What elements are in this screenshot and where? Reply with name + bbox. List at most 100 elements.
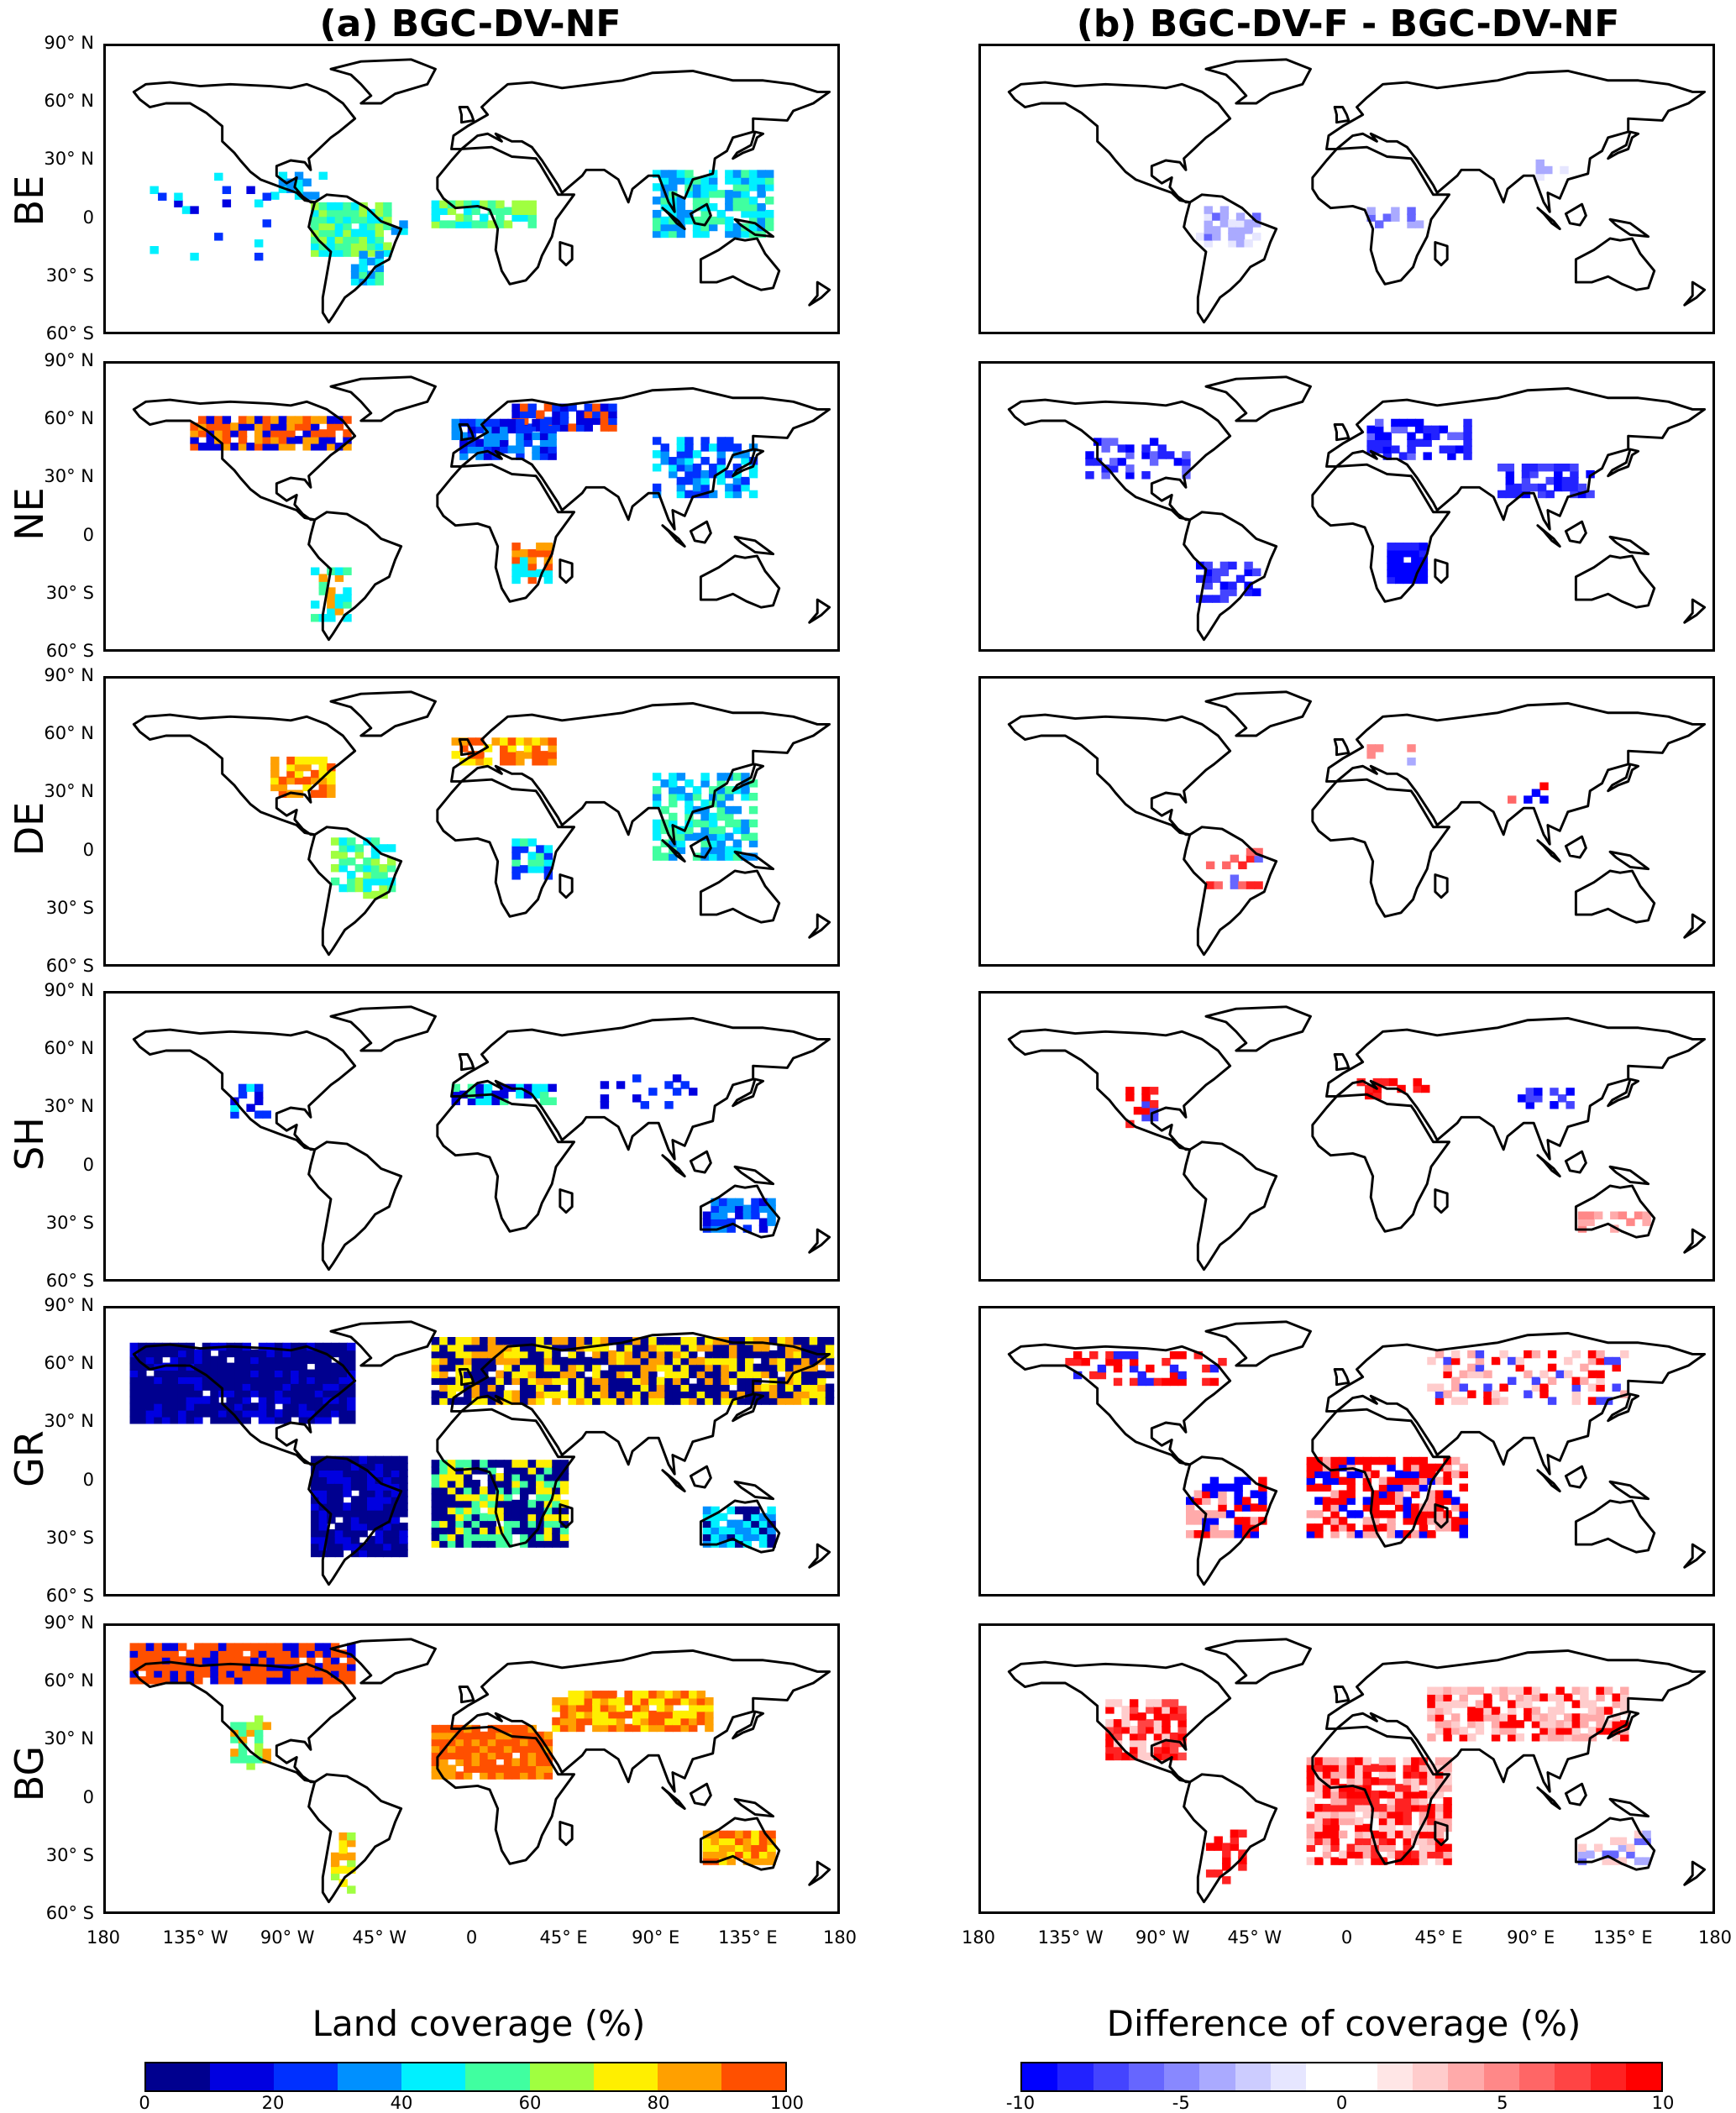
colorbar-difference [1020, 2062, 1663, 2092]
map-panel-b-bg [978, 1623, 1715, 1914]
coastlines [1007, 58, 1707, 324]
longitude-tick: 90° E [1507, 1927, 1555, 1948]
colorbar-segment [1518, 2063, 1555, 2090]
longitude-tick: 135° E [1593, 1927, 1653, 1948]
latitude-tick: 30° S [45, 1844, 94, 1865]
latitude-tick: 60° S [45, 1903, 94, 1923]
coastlines [132, 1320, 831, 1586]
longitude-tick: 45° E [539, 1927, 588, 1948]
map-panel-b-ne [978, 361, 1715, 652]
map-panel-b-de [978, 676, 1715, 967]
coastlines [1007, 1005, 1707, 1271]
map-panel-a-de [103, 676, 840, 967]
coverage-cells [230, 1074, 776, 1233]
latitude-tick: 30° S [45, 1527, 94, 1548]
colorbar-segment [1341, 2063, 1377, 2090]
coastlines [132, 1638, 831, 1904]
longitude-tick: 180 [1697, 1927, 1733, 1948]
coverage-cells [1125, 1077, 1651, 1233]
colorbar-segment [1413, 2063, 1449, 2090]
colorbar-segment [146, 2063, 211, 2090]
longitude-tick: 45° E [1414, 1927, 1463, 1948]
colorbar-segment [401, 2063, 466, 2090]
latitude-tick: 30° N [44, 466, 94, 487]
longitude-tick: 0 [1340, 1927, 1353, 1948]
longitude-tick: 45° W [1227, 1927, 1282, 1948]
colorbar-segment [1093, 2063, 1129, 2090]
latitude-tick: 90° N [44, 665, 94, 685]
latitude-tick: 90° N [44, 1295, 94, 1315]
longitude-tick: 180 [961, 1927, 996, 1948]
longitude-tick: 45° W [352, 1927, 407, 1948]
longitude-tick: 180 [86, 1927, 121, 1948]
latitude-tick: 30° S [45, 582, 94, 603]
column-title-a: (a) BGC-DV-NF [319, 3, 621, 45]
coverage-cells [1205, 744, 1549, 889]
colorbar-segment [1590, 2063, 1626, 2090]
latitude-tick: 0 [82, 839, 94, 860]
latitude-tick: 60° N [44, 723, 94, 744]
latitude-tick: 30° N [44, 1096, 94, 1117]
colorbar-segment [465, 2063, 530, 2090]
coastlines [1007, 1320, 1707, 1586]
colorbar-land [144, 2062, 787, 2092]
latitude-tick: 90° N [44, 33, 94, 53]
colorbar-tick: 0 [1335, 2093, 1348, 2113]
latitude-tick: 0 [82, 207, 94, 228]
coverage-cells [1105, 1686, 1651, 1885]
longitude-tick: 135° E [718, 1927, 778, 1948]
colorbar-tick: 60 [518, 2093, 542, 2113]
colorbar-title-diff: Difference of coverage (%) [1106, 2003, 1581, 2044]
colorbar-tick: 10 [1651, 2093, 1675, 2113]
colorbar-segment [1057, 2063, 1094, 2090]
colorbar-tick: 20 [261, 2093, 285, 2113]
map-panel-a-gr [103, 1306, 840, 1597]
latitude-tick: 30° N [44, 149, 94, 170]
coastlines [1007, 375, 1707, 642]
coastlines [132, 690, 831, 957]
latitude-tick: 30° S [45, 1212, 94, 1233]
latitude-tick: 60° N [44, 408, 94, 429]
map-panel-b-be [978, 44, 1715, 334]
latitude-tick: 60° N [44, 1038, 94, 1059]
colorbar-segment [1128, 2063, 1165, 2090]
latitude-tick: 60° S [45, 641, 94, 661]
longitude-tick: 90° W [260, 1927, 315, 1948]
colorbar-segment [1448, 2063, 1484, 2090]
colorbar-segment [1164, 2063, 1200, 2090]
latitude-tick: 90° N [44, 1612, 94, 1633]
colorbar-tick: 5 [1497, 2093, 1508, 2113]
colorbar-tick: 100 [769, 2093, 805, 2113]
map-panel-a-be [103, 44, 840, 334]
colorbar-segment [274, 2063, 338, 2090]
map-panel-a-sh [103, 991, 840, 1282]
longitude-tick: 180 [822, 1927, 858, 1948]
colorbar-tick: 80 [647, 2093, 670, 2113]
coastlines [132, 375, 831, 642]
colorbar-segment [1022, 2063, 1058, 2090]
longitude-tick: 135° W [1037, 1927, 1104, 1948]
colorbar-tick: 0 [139, 2093, 150, 2113]
colorbar-title-land: Land coverage (%) [312, 2003, 646, 2044]
coverage-cells [149, 170, 774, 286]
coverage-cells [1195, 159, 1569, 248]
colorbar-segment [1483, 2063, 1519, 2090]
latitude-tick: 60° S [45, 323, 94, 343]
latitude-tick: 30° N [44, 1411, 94, 1432]
latitude-tick: 60° S [45, 1586, 94, 1606]
latitude-tick: 30° S [45, 265, 94, 286]
colorbar-segment [338, 2063, 402, 2090]
latitude-tick: 0 [82, 1154, 94, 1175]
colorbar-segment [657, 2063, 721, 2090]
colorbar-segment [1306, 2063, 1342, 2090]
longitude-tick: 90° W [1135, 1927, 1190, 1948]
colorbar-tick: -5 [1172, 2093, 1190, 2113]
latitude-tick: 90° N [44, 980, 94, 1000]
map-panel-b-sh [978, 991, 1715, 1282]
colorbar-segment [1555, 2063, 1591, 2090]
latitude-tick: 0 [82, 1786, 94, 1807]
colorbar-segment [1199, 2063, 1235, 2090]
colorbar-segment [593, 2063, 658, 2090]
colorbar-tick: 40 [390, 2093, 413, 2113]
colorbar-segment [1270, 2063, 1307, 2090]
